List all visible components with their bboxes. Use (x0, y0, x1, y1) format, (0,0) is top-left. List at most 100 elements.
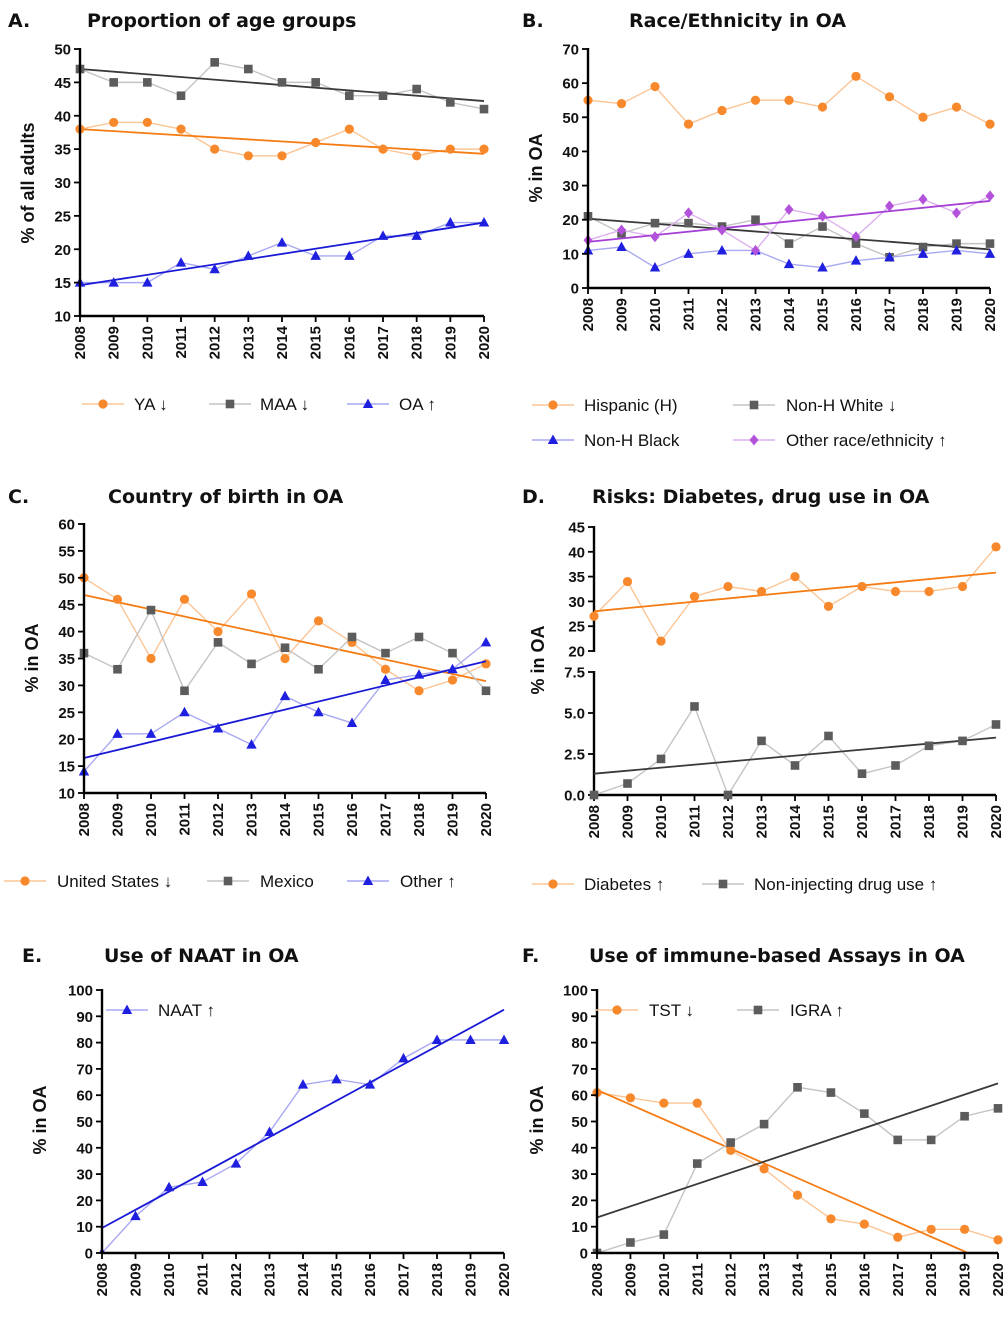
data-point (890, 586, 901, 597)
data-point (625, 1093, 636, 1103)
data-point (163, 1181, 175, 1192)
x-tick-label: 2012 (714, 298, 731, 331)
data-point (414, 686, 424, 696)
series-line (596, 1091, 999, 1241)
data-point (960, 1111, 969, 1121)
legend-marker (612, 1005, 622, 1015)
x-tick-label: 2016 (344, 803, 361, 836)
data-point (364, 1079, 376, 1089)
y-axis-label: % in OA (528, 625, 548, 694)
legend-label: Diabetes ↑ (584, 875, 664, 894)
y-tick-label: 40 (76, 1140, 93, 1157)
y-tick-label: 15 (58, 759, 75, 776)
trend-line (593, 571, 997, 613)
legend-marker (753, 1005, 763, 1015)
trend-line (101, 1008, 505, 1229)
legend-marker (548, 879, 558, 889)
legend: TST ↓ IGRA ↑ (596, 1001, 844, 1020)
data-point (649, 262, 661, 272)
data-point (413, 669, 425, 679)
legend-label: Non-injecting drug use ↑ (754, 875, 937, 894)
legend-marker (223, 876, 233, 886)
data-point (412, 84, 421, 94)
data-point (112, 728, 123, 738)
data-point (692, 1159, 702, 1168)
data-point (210, 58, 219, 67)
panel-F: F. Use of immune-based Assays in OA % in O… (522, 945, 1004, 1296)
data-point (622, 576, 633, 587)
chart-title: Use of immune-based Assays in OA (589, 945, 965, 967)
data-point (993, 1235, 1003, 1245)
x-tick-label: 2020 (990, 1263, 1004, 1296)
y-axis-label: % in OA (30, 1085, 50, 1154)
data-point (277, 78, 287, 87)
x-tick-label: 2010 (143, 803, 160, 836)
data-point (717, 224, 727, 236)
data-point (176, 91, 186, 101)
data-point (826, 1088, 836, 1097)
data-point (280, 643, 290, 653)
x-tick-label: 2018 (915, 298, 932, 331)
panel-A: A. Proportion of age groups % of all adult… (8, 10, 493, 414)
x-tick-label: 2008 (589, 1263, 606, 1296)
x-tick-label: 2015 (821, 805, 838, 838)
y-tick-label: 10 (54, 309, 71, 326)
data-point (480, 636, 492, 647)
y-tick-label: 15 (54, 275, 71, 292)
data-point (991, 542, 1001, 552)
x-tick-label: 2015 (823, 1263, 840, 1296)
y-tick-label: 30 (562, 178, 579, 195)
legend: YA ↓ MAA ↓ OA ↑ (82, 395, 436, 414)
x-tick-label: 2010 (139, 326, 156, 359)
x-tick-label: 2017 (378, 803, 395, 836)
data-point (918, 193, 928, 205)
plot-area (78, 573, 492, 776)
panel-letter: E. (22, 945, 42, 967)
data-point (481, 659, 491, 669)
y-tick-label: 45 (568, 520, 585, 537)
legend-marker (749, 434, 759, 446)
data-point (377, 230, 389, 240)
data-point (146, 605, 156, 615)
legend-marker (362, 875, 374, 885)
data-point (142, 117, 152, 128)
x-tick-label: 2019 (949, 298, 966, 331)
data-point (857, 581, 867, 592)
legend: United States ↓ Mexico Other ↑ (4, 872, 456, 891)
data-point (412, 151, 422, 161)
data-point (683, 248, 694, 258)
x-tick-label: 2011 (681, 298, 698, 331)
y-tick-label: 5.0 (564, 706, 585, 723)
x-tick-label: 2020 (496, 1263, 513, 1296)
trend-line (83, 660, 487, 759)
data-point (726, 1145, 736, 1156)
legend-marker (98, 399, 108, 409)
x-tick-label: 2015 (308, 326, 325, 359)
data-point (893, 1232, 903, 1242)
y-tick-label: 7.5 (564, 665, 585, 682)
plot-area (582, 71, 996, 272)
data-point (818, 222, 827, 231)
legend-label: Hispanic (H) (584, 396, 678, 415)
chart-title: Country of birth in OA (108, 486, 343, 508)
legend-label: MAA ↓ (260, 395, 309, 414)
legend-label: Non-H Black (584, 431, 680, 450)
x-tick-label: 2019 (463, 1263, 480, 1296)
series-line (101, 1039, 504, 1253)
x-tick-label: 2015 (815, 298, 832, 331)
data-point (398, 1052, 409, 1063)
data-point (246, 589, 257, 599)
data-point (209, 263, 220, 274)
y-tick-label: 80 (571, 1035, 588, 1052)
plot-area (98, 1008, 510, 1253)
data-point (431, 1034, 443, 1044)
x-tick-label: 2018 (923, 1263, 940, 1296)
y-tick-label: 20 (58, 732, 75, 749)
legend-label: Non-H White ↓ (786, 396, 897, 415)
data-point (784, 95, 794, 105)
legend: NAAT ↑ (106, 1001, 215, 1020)
y-tick-label: 60 (571, 1088, 588, 1105)
data-point (176, 124, 186, 134)
data-point (347, 632, 357, 642)
